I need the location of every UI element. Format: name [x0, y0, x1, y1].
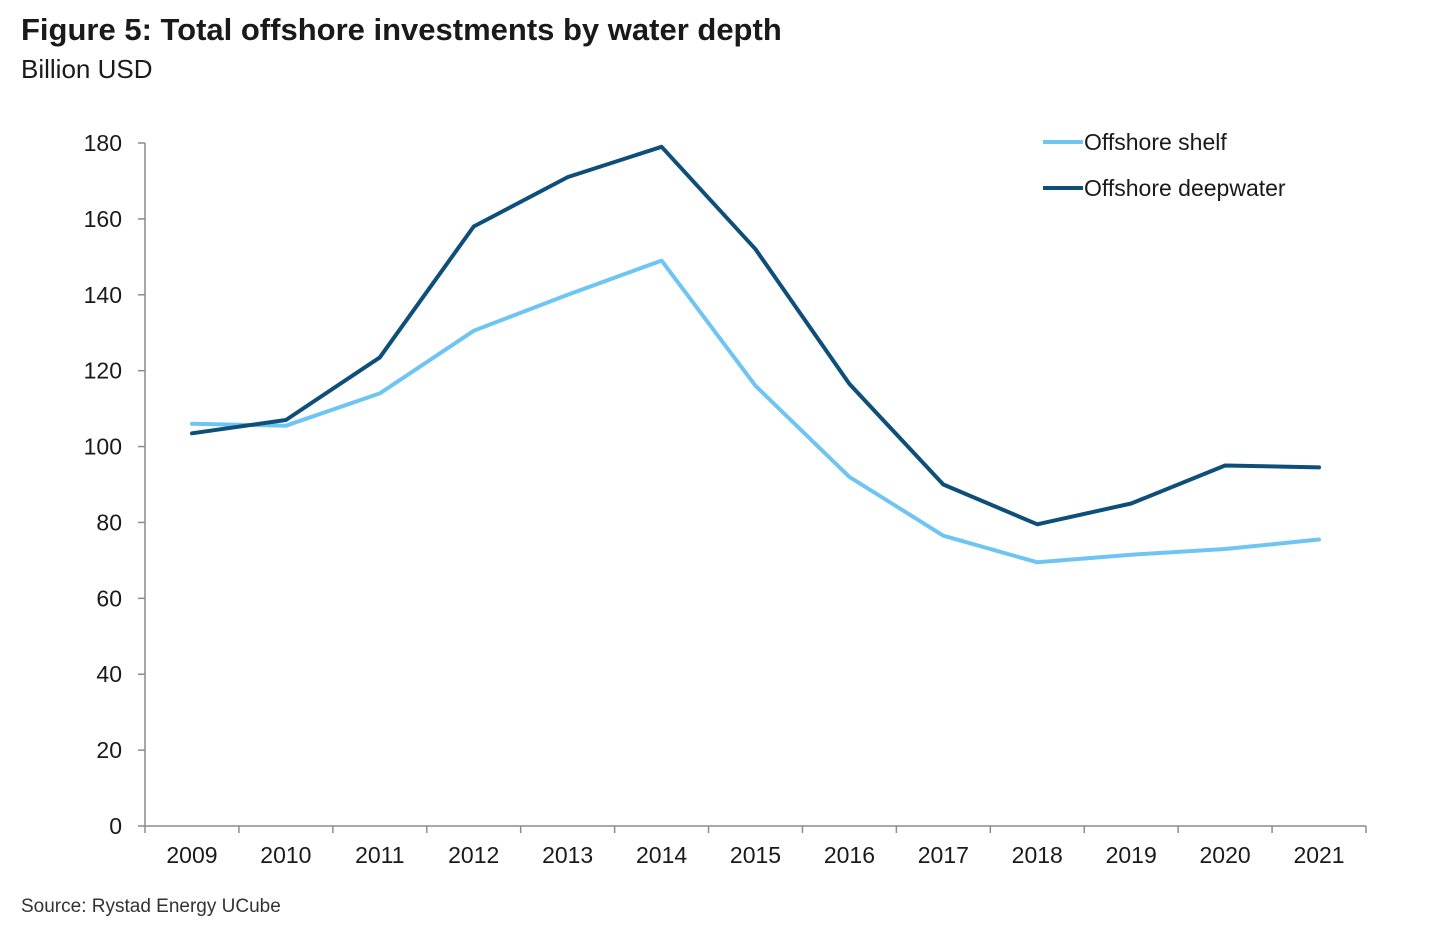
- y-tick-label: 0: [109, 813, 122, 839]
- x-tick-label: 2014: [636, 842, 687, 868]
- y-tick-labels: 0 20 40 60 80 100 120 140 160 180: [84, 130, 122, 839]
- y-tick-label: 40: [96, 661, 122, 687]
- x-tick-label: 2020: [1200, 842, 1251, 868]
- chart-title: Figure 5: Total offshore investments by …: [21, 12, 782, 47]
- legend-label: Offshore shelf: [1084, 129, 1227, 155]
- y-tick-label: 20: [96, 737, 122, 763]
- series-line-0: [190, 258, 1321, 565]
- y-tick-label: 80: [96, 509, 122, 535]
- x-tick-label: 2012: [448, 842, 499, 868]
- x-tick-label: 2013: [542, 842, 593, 868]
- series-lines: [190, 144, 1321, 565]
- series-line-1: [190, 144, 1321, 527]
- x-tick-label: 2009: [166, 842, 217, 868]
- y-tick-label: 100: [84, 434, 122, 460]
- y-tick-label: 60: [96, 585, 122, 611]
- legend: Offshore shelf Offshore deepwater: [1043, 129, 1286, 201]
- x-tick-label: 2015: [730, 842, 781, 868]
- y-tick-label: 140: [84, 282, 122, 308]
- x-tick-label: 2017: [918, 842, 969, 868]
- chart-subtitle: Billion USD: [21, 54, 153, 84]
- x-tick-label: 2018: [1012, 842, 1063, 868]
- x-tick-label: 2016: [824, 842, 875, 868]
- x-tick-label: 2019: [1106, 842, 1157, 868]
- axes: [138, 142, 1367, 833]
- x-tick-label: 2021: [1293, 842, 1344, 868]
- x-tick-label: 2010: [260, 842, 311, 868]
- x-tick-label: 2011: [355, 842, 404, 868]
- y-tick-label: 160: [84, 206, 122, 232]
- y-tick-label: 120: [84, 358, 122, 384]
- x-tick-labels: 2009 2010 2011 2012 2013 2014 2015 2016 2017 2018…: [166, 842, 1344, 868]
- legend-label: Offshore deepwater: [1084, 175, 1286, 201]
- y-tick-label: 180: [84, 130, 122, 156]
- source-note: Source: Rystad Energy UCube: [21, 896, 281, 917]
